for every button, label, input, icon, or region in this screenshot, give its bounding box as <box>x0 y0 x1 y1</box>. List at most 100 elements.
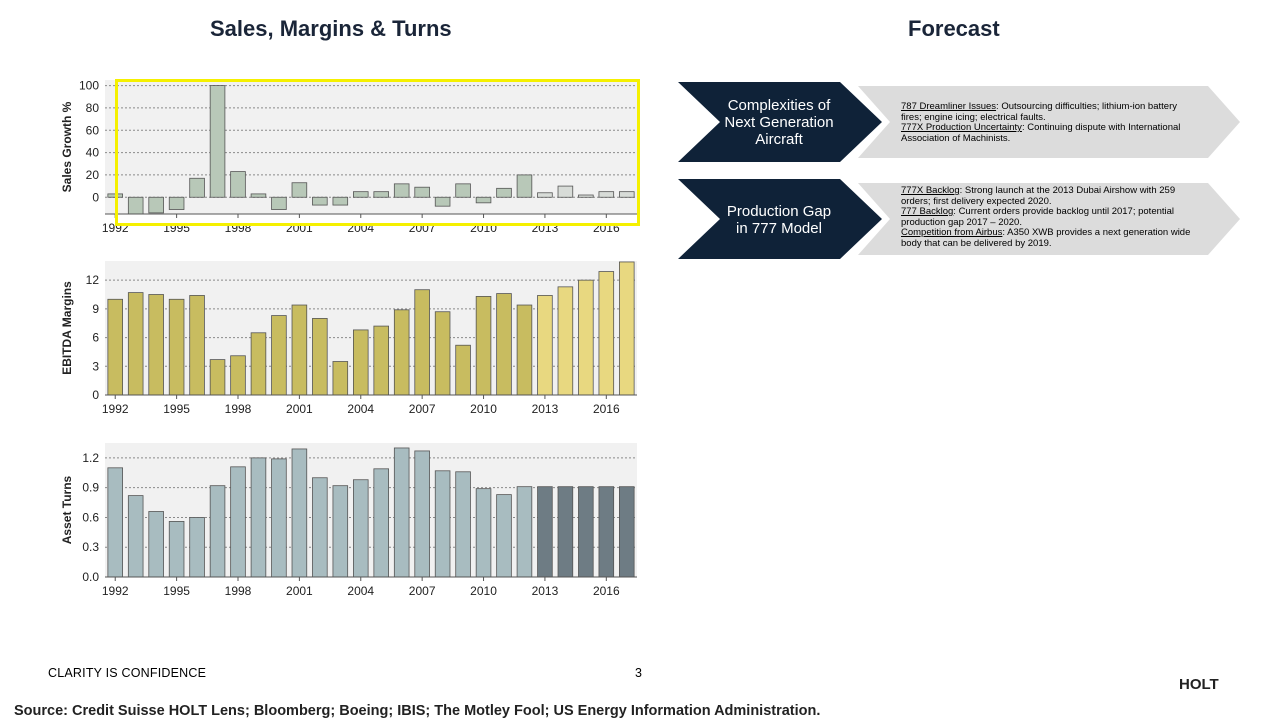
plot-area <box>105 443 637 577</box>
bar-2012 <box>516 486 533 578</box>
bar-2011 <box>496 494 512 578</box>
y-tick-label: 0.6 <box>82 510 99 524</box>
bar-2007 <box>414 186 430 198</box>
chevron-detail-2 <box>858 183 1240 255</box>
bar-1998 <box>230 355 246 396</box>
x-tick-label: 2016 <box>593 402 620 416</box>
forecast-detail-1: 787 Dreamliner Issues: Outsourcing diffi… <box>901 101 1183 144</box>
x-tick-label: 2016 <box>593 584 620 598</box>
forecast-label-2-line-1: Production Gap <box>726 203 832 220</box>
forecast-label-1-line-1: Complexities of <box>727 97 831 114</box>
bar-2001 <box>291 448 308 578</box>
bar-2015 <box>578 279 594 396</box>
bar-1996 <box>189 517 205 578</box>
x-tick-label: 1992 <box>102 402 129 416</box>
bar-1993 <box>127 292 144 396</box>
bar-1994 <box>148 511 164 578</box>
bar-1999 <box>250 457 267 578</box>
y-tick-label: 0.3 <box>82 540 99 554</box>
bar-1993 <box>127 495 144 578</box>
bar-2006 <box>393 447 410 578</box>
bar-2014 <box>557 185 574 198</box>
bar-2009 <box>455 183 471 198</box>
detail-text: : Outsourcing difficulties; lithium-ion … <box>901 101 1177 123</box>
bar-2008 <box>434 470 451 578</box>
x-tick-label: 1998 <box>225 402 252 416</box>
bar-2006 <box>393 309 410 396</box>
bar-2009 <box>455 344 471 396</box>
bar-2007 <box>414 289 430 396</box>
bar-1995 <box>168 521 185 578</box>
bar-1992 <box>107 467 123 578</box>
bar-1996 <box>189 177 205 198</box>
y-tick-label: 40 <box>86 146 100 160</box>
bar-2001 <box>291 304 308 396</box>
bar-2000 <box>271 458 287 578</box>
plot-area <box>105 261 637 395</box>
bar-2016 <box>598 271 615 396</box>
bar-1997 <box>209 485 226 578</box>
bar-2000 <box>271 315 287 396</box>
brand-logo-text: HOLT <box>1179 676 1219 693</box>
section-title-right: Forecast <box>908 16 1000 41</box>
bar-2016 <box>598 191 615 198</box>
detail-heading: Competition from Airbus <box>901 227 1003 238</box>
bar-2010 <box>475 196 492 204</box>
ebitda-margins-chart: 0 3 6 9 12 EBITDA Margins 1992 1995 1998 2001 2004… <box>60 261 637 416</box>
chart-highlight-frame <box>115 79 640 226</box>
detail-heading: 777X Production Uncertainty <box>901 122 1022 133</box>
x-tick-label: 2007 <box>409 584 436 598</box>
bar-1994 <box>148 196 164 214</box>
footer-tagline: CLARITY IS CONFIDENCE <box>48 666 207 680</box>
bar-1996 <box>189 295 205 396</box>
x-tick-label: 1995 <box>163 402 190 416</box>
x-tick-label: 2010 <box>470 584 497 598</box>
bar-2016 <box>598 486 615 578</box>
x-tick-label: 1998 <box>225 584 252 598</box>
bar-1999 <box>250 193 267 198</box>
x-tick-label: 2001 <box>286 402 313 416</box>
bar-2013 <box>537 295 553 396</box>
bar-2011 <box>496 293 512 396</box>
bar-1998 <box>230 466 246 578</box>
y-tick-label: 20 <box>86 168 100 182</box>
forecast-label-1-line-2: Next Generation <box>724 114 834 131</box>
detail-heading: 777 Backlog <box>901 206 954 217</box>
y-tick-label: 0.9 <box>82 481 99 495</box>
bar-2005 <box>373 191 389 198</box>
bar-2015 <box>578 194 594 198</box>
section-title-left: Sales, Margins & Turns <box>210 16 452 41</box>
detail-heading: 777X Backlog <box>901 185 960 196</box>
y-tick-label: 0.0 <box>82 570 99 584</box>
bar-2008 <box>434 311 451 396</box>
bar-2012 <box>516 174 533 198</box>
y-tick-label: 12 <box>86 273 100 287</box>
bar-1999 <box>250 332 267 396</box>
bar-2015 <box>578 486 594 578</box>
y-tick-label: 0 <box>92 388 99 402</box>
y-tick-label: 80 <box>86 101 100 115</box>
source-note: Source: Credit Suisse HOLT Lens; Bloombe… <box>14 703 821 719</box>
y-tick-label: 3 <box>92 359 99 373</box>
x-tick-label: 2001 <box>286 584 313 598</box>
forecast-row-2-shapes <box>678 179 1240 259</box>
bar-1992 <box>107 298 123 396</box>
bar-2005 <box>373 468 389 578</box>
detail-text: : A350 XWB provides a next generation wi… <box>901 227 1191 249</box>
x-tick-label: 2004 <box>347 584 374 598</box>
forecast-label-2-line-2: in 777 Model <box>736 220 822 237</box>
bar-2014 <box>557 486 574 578</box>
bar-2014 <box>557 286 574 396</box>
chevron-detail-1 <box>858 86 1240 158</box>
bar-2004 <box>353 191 369 198</box>
bar-2004 <box>353 329 369 396</box>
bar-2001 <box>291 182 308 198</box>
bar-2017 <box>619 261 635 396</box>
bar-2002 <box>312 318 328 396</box>
bar-2009 <box>455 471 471 578</box>
bar-2006 <box>393 183 410 198</box>
bar-2010 <box>475 296 492 396</box>
y-tick-label: 0 <box>92 190 99 204</box>
x-tick-label: 2007 <box>409 402 436 416</box>
